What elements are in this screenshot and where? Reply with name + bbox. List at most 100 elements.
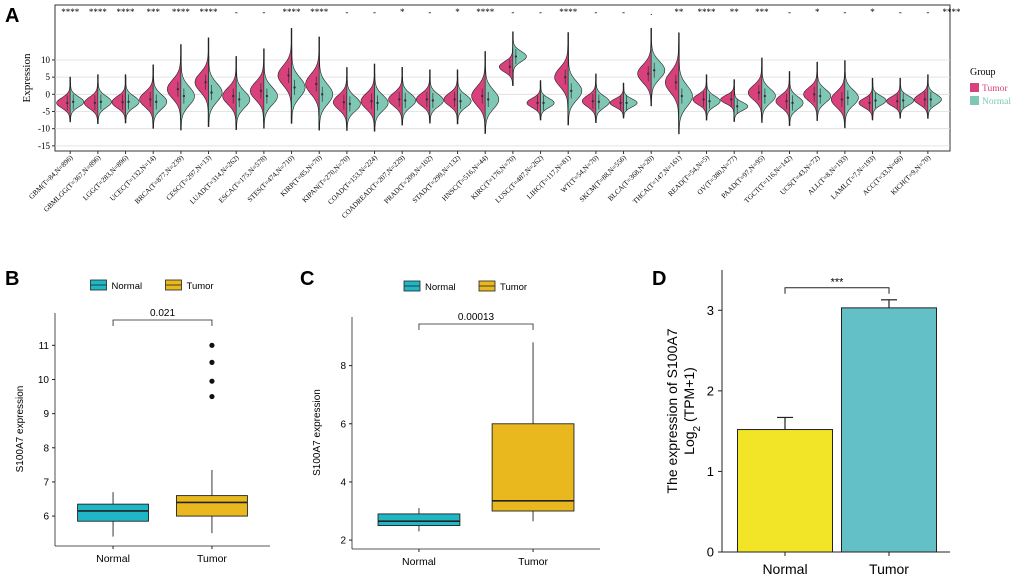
median-point xyxy=(210,91,213,94)
median-point xyxy=(597,100,601,104)
violin-tumor-half xyxy=(277,28,292,124)
violin-tumor-half xyxy=(747,57,763,123)
x-tick-label: SKCM(T=88,N=556) xyxy=(578,153,628,203)
significance-label: * xyxy=(400,7,405,17)
violin-normal-half xyxy=(595,73,610,124)
y-tick-label: -10 xyxy=(38,124,50,134)
violin-tumor-half xyxy=(609,82,624,119)
panel-c-boxplot: C Normal Tumor 2 4 6 8 S100A7 expression Normal T… xyxy=(300,268,600,568)
significance-label: * xyxy=(870,7,875,17)
violin-normal-half xyxy=(761,57,776,123)
x-tick-label: Normal xyxy=(762,561,807,577)
significance-label: **** xyxy=(698,7,717,17)
median-point xyxy=(929,98,933,101)
legend-label: Tumor xyxy=(187,281,214,292)
violin-normal-half xyxy=(623,82,638,119)
median-point xyxy=(680,94,684,98)
significance-label: * xyxy=(815,7,820,17)
violin-normal-half xyxy=(872,77,887,121)
significance-label: **** xyxy=(559,7,578,17)
median-point xyxy=(431,99,435,102)
significance-bracket xyxy=(784,287,890,294)
violin-normal-half xyxy=(374,63,389,132)
y-tick-label: 7 xyxy=(43,477,49,488)
median-point xyxy=(813,93,816,96)
significance-label: - xyxy=(788,7,791,17)
panel-letter: C xyxy=(300,268,314,290)
x-tick-label: BRCA(T=877,N=239) xyxy=(133,153,185,205)
legend-label: Normal xyxy=(982,97,1011,107)
violin-normal-half xyxy=(97,74,112,125)
median-point xyxy=(204,81,207,84)
median-point xyxy=(708,99,711,103)
significance-label: - xyxy=(235,7,238,17)
violin-tumor-half xyxy=(249,48,265,129)
violin-normal-half xyxy=(678,32,693,135)
y-axis-label-line1: The expression of S100A7 xyxy=(664,328,680,493)
significance-label: **** xyxy=(172,7,191,17)
panel-b-boxplot: B Normal Tumor 6 7 8 9 10 11 S100A7 expression Nor… xyxy=(5,268,270,565)
violin-normal-half xyxy=(69,76,85,123)
p-value-label: 0.021 xyxy=(150,308,175,319)
median-point xyxy=(127,100,130,104)
x-tick-label: TGCT(T=116,N=142) xyxy=(743,153,795,205)
violin-tumor-half xyxy=(720,79,735,122)
violin-tumor-half xyxy=(803,61,818,121)
y-tick-label: 0 xyxy=(46,89,51,99)
violin-tumor-half xyxy=(498,31,514,87)
y-axis-label: Expression xyxy=(21,53,33,102)
violin-normal-half xyxy=(567,32,583,126)
violin-tumor-half xyxy=(775,71,790,126)
median-point xyxy=(287,74,290,77)
violin-normal-half xyxy=(235,56,251,131)
violin-tumor-half xyxy=(913,74,929,119)
median-point xyxy=(149,98,152,101)
violin-tumor-half xyxy=(305,36,320,131)
median-point xyxy=(868,101,871,105)
violin-tumor-half xyxy=(581,73,597,124)
box xyxy=(377,513,461,527)
x-tick-label: LUSC(T=487,N=262) xyxy=(494,153,545,204)
violin-normal-half xyxy=(650,27,666,107)
violin-tumor-half xyxy=(388,66,403,126)
legend-label: Normal xyxy=(112,281,143,292)
violin-tumor-half xyxy=(664,32,680,135)
y-axis-label-unit: (TPM+1) xyxy=(681,367,697,426)
median-point xyxy=(155,100,158,104)
x-tick-label: Normal xyxy=(402,556,436,568)
outlier-point xyxy=(209,378,215,384)
violin-tumor-half xyxy=(526,80,541,121)
violin-tumor-half xyxy=(886,77,901,119)
box xyxy=(491,423,575,512)
median-point xyxy=(404,99,407,102)
median-point xyxy=(265,94,269,98)
outlier-point xyxy=(209,342,215,348)
median-point xyxy=(481,94,484,98)
median-point xyxy=(896,99,899,103)
y-tick-label: -5 xyxy=(43,106,51,116)
median-point xyxy=(398,98,401,101)
median-point xyxy=(730,98,733,101)
violin-normal-half xyxy=(816,61,832,121)
box xyxy=(176,495,248,517)
significance-label: - xyxy=(899,7,902,17)
median-point xyxy=(846,96,850,99)
x-tick-label: KIPAN(T=270,N=70) xyxy=(301,153,352,204)
panel-letter-a: A xyxy=(5,5,19,27)
p-value-label: 0.00013 xyxy=(458,312,495,323)
violin-tumor-half xyxy=(443,69,458,125)
y-tick-label: 2 xyxy=(707,383,714,398)
violin-normal-half xyxy=(706,74,721,121)
outlier-point xyxy=(209,393,215,400)
y-tick-label: 8 xyxy=(340,361,346,372)
violin-tumor-half xyxy=(692,74,707,121)
significance-label: * xyxy=(455,7,460,17)
legend-swatch xyxy=(970,83,979,92)
y-axis-label-line2: Log2 (TPM+1) xyxy=(681,367,703,455)
x-tick-label: Tumor xyxy=(197,553,227,565)
violin-normal-half xyxy=(429,69,444,124)
x-tick-label: Normal xyxy=(96,553,130,565)
y-tick-label: 11 xyxy=(39,341,50,352)
y-tick-label: 2 xyxy=(340,536,346,547)
median-point xyxy=(72,100,75,104)
